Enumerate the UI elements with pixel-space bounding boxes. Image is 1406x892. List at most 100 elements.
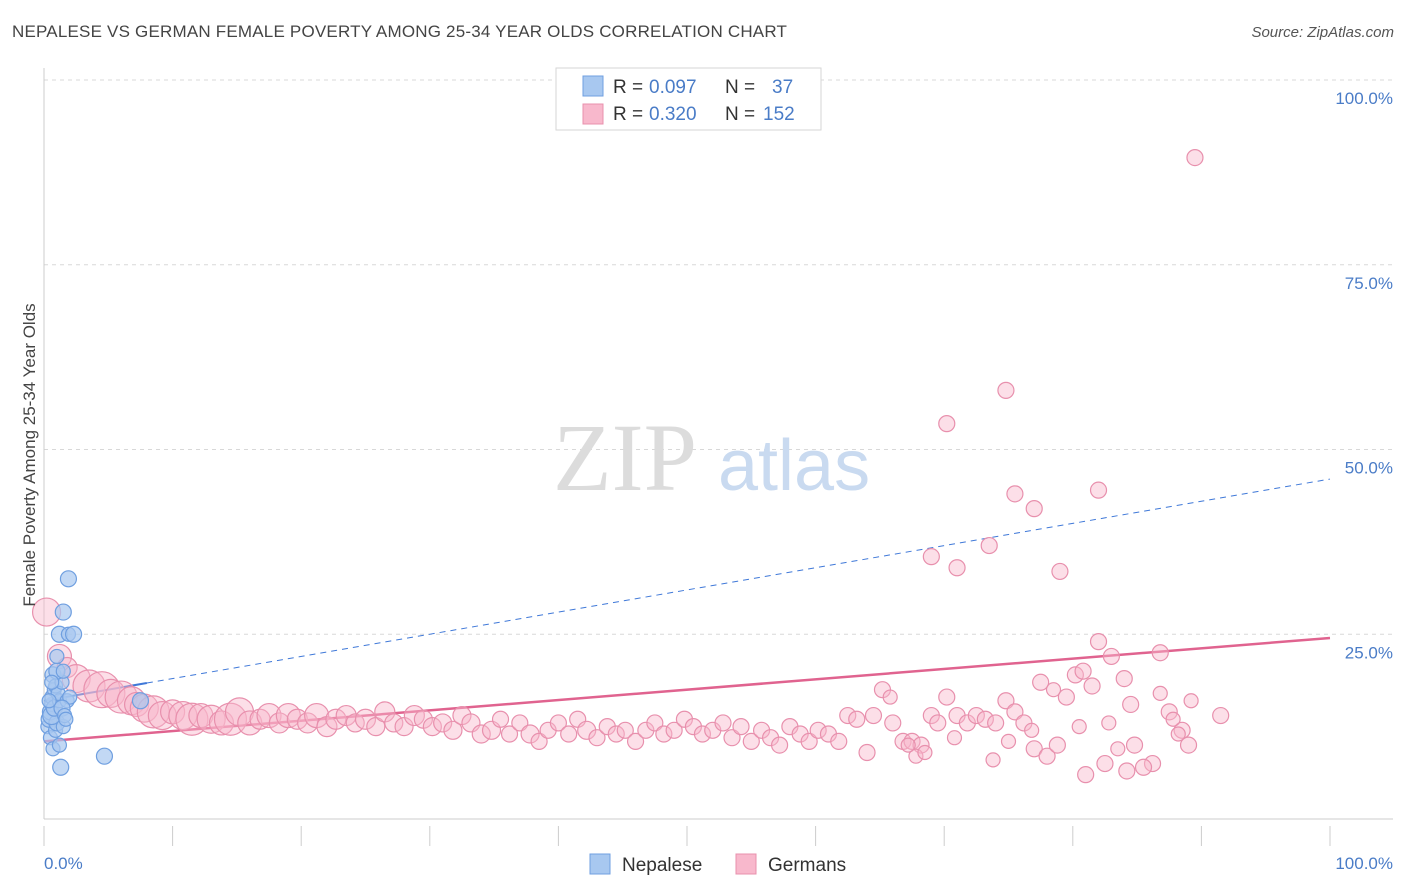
- legend-r-value-nepalese: 0.097: [649, 77, 697, 98]
- bottom-legend-nepalese: Nepalese: [622, 855, 702, 876]
- germans-point: [1134, 758, 1153, 776]
- germans-point: [997, 692, 1015, 710]
- germans-point: [443, 720, 463, 740]
- germans-point: [948, 559, 966, 577]
- germans-point: [1143, 754, 1162, 773]
- germans-point: [809, 721, 827, 739]
- germans-point: [366, 717, 386, 737]
- x-tick-label-min: 0.0%: [44, 854, 83, 873]
- germans-point: [980, 536, 998, 555]
- chart-title: NEPALESE VS GERMAN FEMALE POVERTY AMONG …: [12, 22, 788, 41]
- germans-point: [839, 706, 857, 725]
- germans-point: [665, 721, 683, 739]
- germans-point: [1102, 647, 1120, 666]
- germans-point: [1101, 715, 1117, 731]
- nepalese-point: [52, 758, 70, 776]
- germans-point: [316, 716, 338, 738]
- germans-point: [1057, 688, 1075, 706]
- watermark-zip: ZIP: [553, 404, 697, 511]
- germans-trend: [43, 636, 1331, 743]
- germans-point: [882, 689, 898, 705]
- germans-point: [1024, 722, 1040, 738]
- germans-point: [1151, 644, 1169, 662]
- germans-point: [616, 721, 634, 739]
- germans-point: [1025, 500, 1043, 518]
- germans-point: [1152, 685, 1168, 701]
- germans-point: [1071, 719, 1087, 735]
- legend-bottom: Nepalese Germans: [589, 853, 846, 876]
- germans-point: [354, 708, 377, 730]
- legend-n-label-nepalese: N =: [725, 77, 755, 98]
- legend-n-value-germans: 152: [763, 104, 795, 125]
- germans-point: [908, 748, 924, 764]
- germans-point: [560, 725, 578, 743]
- nepalese-point: [131, 692, 150, 710]
- germans-point: [830, 732, 848, 751]
- germans-point: [655, 725, 673, 743]
- germans-point: [256, 702, 282, 729]
- nepalese-point: [51, 737, 68, 753]
- tick-labels: 25.0% 50.0% 75.0% 100.0% 0.0% 100.0%: [44, 89, 1393, 873]
- nepalese-point: [55, 663, 71, 679]
- y-axis-label: Female Poverty Among 25-34 Year Olds: [20, 303, 39, 606]
- germans-point: [693, 725, 712, 743]
- germans-point: [800, 732, 818, 751]
- germans-point: [967, 706, 985, 725]
- nepalese-point: [58, 711, 74, 727]
- germans-point: [422, 717, 442, 737]
- germans-point: [1122, 695, 1140, 714]
- germans-point: [1179, 736, 1198, 754]
- germans-point: [160, 699, 186, 725]
- germans-point: [1006, 485, 1024, 503]
- germans-point: [1025, 740, 1043, 758]
- nepalese-point: [64, 625, 83, 643]
- germans-point: [714, 714, 732, 732]
- watermark-atlas: atlas: [718, 426, 870, 506]
- germans-point: [976, 710, 994, 728]
- legend-swatch-nepalese: [582, 75, 604, 97]
- germans-point: [997, 381, 1015, 399]
- germans-point: [987, 714, 1005, 732]
- germans-point: [83, 671, 121, 709]
- germans-point: [520, 724, 540, 744]
- x-tick-label-max: 100.0%: [1335, 854, 1393, 873]
- germans-point: [607, 725, 625, 743]
- germans-point: [938, 415, 956, 433]
- nepalese-point: [44, 674, 60, 690]
- germans-point: [1074, 662, 1092, 680]
- germans-point: [938, 688, 956, 706]
- germans-point: [626, 732, 645, 751]
- germans-point: [770, 736, 789, 754]
- germans-point: [929, 714, 947, 732]
- germans-point: [1096, 754, 1114, 773]
- legend-n-label-germans: N =: [725, 104, 755, 125]
- nepalese-point: [49, 648, 65, 665]
- germans-point: [1118, 762, 1136, 780]
- germans-point: [1083, 677, 1101, 695]
- nepalese-point: [95, 747, 114, 765]
- germans-point: [1173, 721, 1191, 739]
- germans-point: [530, 732, 548, 751]
- germans-point: [491, 710, 510, 728]
- watermark: ZIP atlas: [553, 404, 870, 511]
- germans-point: [946, 730, 963, 746]
- germans-point: [742, 732, 760, 751]
- legend-r-label-nepalese: R =: [613, 77, 643, 98]
- germans-point: [1160, 703, 1178, 721]
- nepalese-point: [41, 693, 57, 709]
- bottom-legend-swatch-germans: [735, 853, 757, 875]
- germans-point: [858, 743, 876, 762]
- germans-point: [1165, 711, 1181, 727]
- source-label: Source: ZipAtlas.com: [1251, 24, 1394, 41]
- germans-point: [1051, 562, 1069, 581]
- germans-point: [848, 710, 866, 728]
- germans-point: [864, 706, 883, 725]
- germans-point: [1110, 741, 1126, 757]
- germans-point: [732, 718, 750, 736]
- legend-n-value-nepalese: 37: [772, 77, 793, 98]
- legend-top: R = 0.097 N = 37 R = 0.320 N = 152: [555, 67, 822, 131]
- germans-point: [433, 713, 453, 733]
- nepalese-points: [40, 570, 150, 776]
- germans-point: [1045, 682, 1062, 698]
